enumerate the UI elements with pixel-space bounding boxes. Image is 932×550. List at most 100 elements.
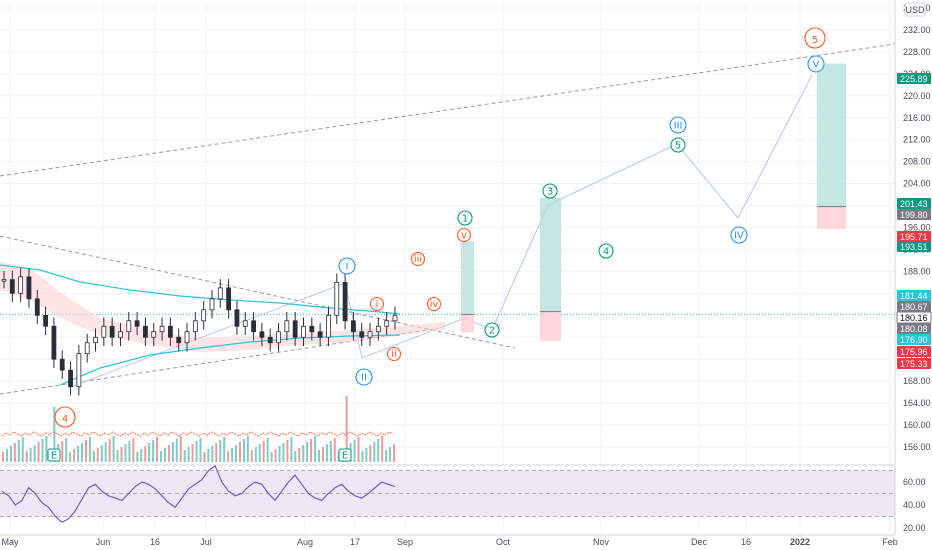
price-axis: 236.00232.00228.00224.00220.00216.00212.…	[894, 0, 932, 550]
upper-channel-line	[0, 43, 896, 177]
candle-body	[134, 320, 140, 327]
candle-body	[34, 298, 40, 316]
candle-body	[292, 320, 298, 338]
wave-label-primary-V-circle	[807, 55, 825, 73]
candle-body	[334, 281, 340, 316]
price-tag-2	[897, 209, 931, 220]
volume-bar	[274, 449, 277, 462]
candle-body	[251, 320, 256, 333]
wave-label-sub-i: i	[376, 299, 379, 310]
volume-bar	[250, 450, 253, 462]
candle-body	[384, 320, 390, 327]
candle-body	[101, 325, 107, 338]
candle-body	[226, 287, 232, 311]
wave-label-sub-iii-circle	[410, 251, 426, 267]
volume-bar	[215, 443, 218, 462]
candle-body	[143, 325, 148, 338]
price-tag-label-2: 199.80	[900, 210, 928, 220]
volume-bar	[128, 441, 131, 462]
volume-bar	[242, 439, 245, 462]
stop-box-3	[817, 206, 846, 230]
price-tag-4	[897, 241, 931, 252]
volume-bar	[156, 437, 159, 462]
volume-bar	[73, 449, 76, 462]
volume-bar	[235, 445, 238, 462]
volume-bar	[321, 447, 324, 462]
target-box-1	[461, 241, 474, 315]
wave-label-sub-i-circle	[369, 296, 385, 312]
volume-bar	[381, 436, 384, 462]
volume-bar	[361, 451, 364, 462]
volume-bar	[231, 448, 234, 462]
wave-label-sub-iv-circle	[426, 296, 442, 312]
price-axis-background	[895, 0, 932, 550]
volume-bar	[77, 446, 80, 462]
candle-body	[109, 325, 115, 338]
candle-body	[309, 325, 315, 333]
volume-bar	[21, 437, 24, 462]
candle-body	[301, 325, 306, 338]
time-tick-label: Jun	[96, 537, 111, 547]
volume-bar	[53, 407, 56, 462]
time-tick-label: Dec	[691, 537, 708, 547]
time-tick-label: Jul	[200, 537, 212, 547]
wave-label-primary-IV: IV	[734, 231, 744, 242]
volume-layer	[1, 396, 396, 462]
rsi-tick-label: 60.00	[903, 477, 926, 487]
volume-bar	[5, 449, 8, 462]
time-tick-label: May	[1, 537, 19, 547]
target-box-2	[540, 197, 561, 312]
wave-label-minor-4-circle	[598, 243, 614, 259]
volume-bar	[120, 447, 123, 462]
grid-layer	[0, 0, 932, 536]
volume-bar	[132, 438, 135, 462]
price-tag-0	[897, 73, 931, 84]
time-tick-label: Oct	[496, 537, 511, 547]
volume-bar	[262, 441, 265, 462]
volume-bar	[294, 451, 297, 462]
volume-bar	[183, 450, 186, 462]
wave-label-primary-I: I	[346, 262, 349, 273]
volume-bar	[108, 439, 111, 462]
wave-label-sub-iii: iii	[414, 254, 422, 265]
price-tag-label-5: 181.44	[900, 291, 928, 301]
stop-box-2	[540, 311, 561, 341]
volume-bar	[179, 436, 182, 462]
volume-bar	[298, 448, 301, 462]
price-tick-label: 156.00	[903, 442, 931, 452]
wave-label-sub-ii-circle	[386, 346, 402, 362]
volume-bar	[219, 440, 222, 462]
price-tag-label-9: 176.90	[900, 335, 928, 345]
candle-body	[276, 331, 281, 344]
wave-label-primary-V: V	[813, 60, 820, 71]
time-tick-label: Nov	[593, 537, 610, 547]
wave-label-minor-5-circle	[670, 137, 686, 153]
volume-bar	[171, 442, 174, 462]
price-tick-label: 228.00	[903, 47, 931, 57]
volume-bar	[282, 443, 285, 462]
volume-bar	[393, 444, 396, 462]
price-tick-label: 220.00	[903, 91, 931, 101]
volume-bar	[191, 444, 194, 462]
volume-bar	[329, 441, 332, 462]
candle-body	[159, 325, 165, 333]
volume-bar	[227, 451, 230, 462]
rsi-tick-label: 20.00	[903, 523, 926, 533]
volume-ma-line	[1, 431, 394, 437]
volume-bar	[353, 440, 356, 462]
wave-label-minor-4: 4	[603, 247, 609, 258]
earnings-marker-1	[47, 448, 61, 462]
rsi-pane	[0, 464, 895, 523]
wave-label-minor-2-circle	[484, 322, 500, 338]
volume-bar	[377, 439, 380, 462]
volume-bar	[148, 443, 151, 462]
wave-label-orange-5-circle	[804, 27, 826, 49]
time-tick-label: Sep	[397, 537, 413, 547]
price-tick-label: 196.00	[903, 223, 931, 233]
candle-body	[126, 320, 132, 333]
candle-body	[317, 331, 323, 338]
rsi-tick-label: 40.00	[903, 500, 926, 510]
candle-body	[201, 309, 207, 322]
